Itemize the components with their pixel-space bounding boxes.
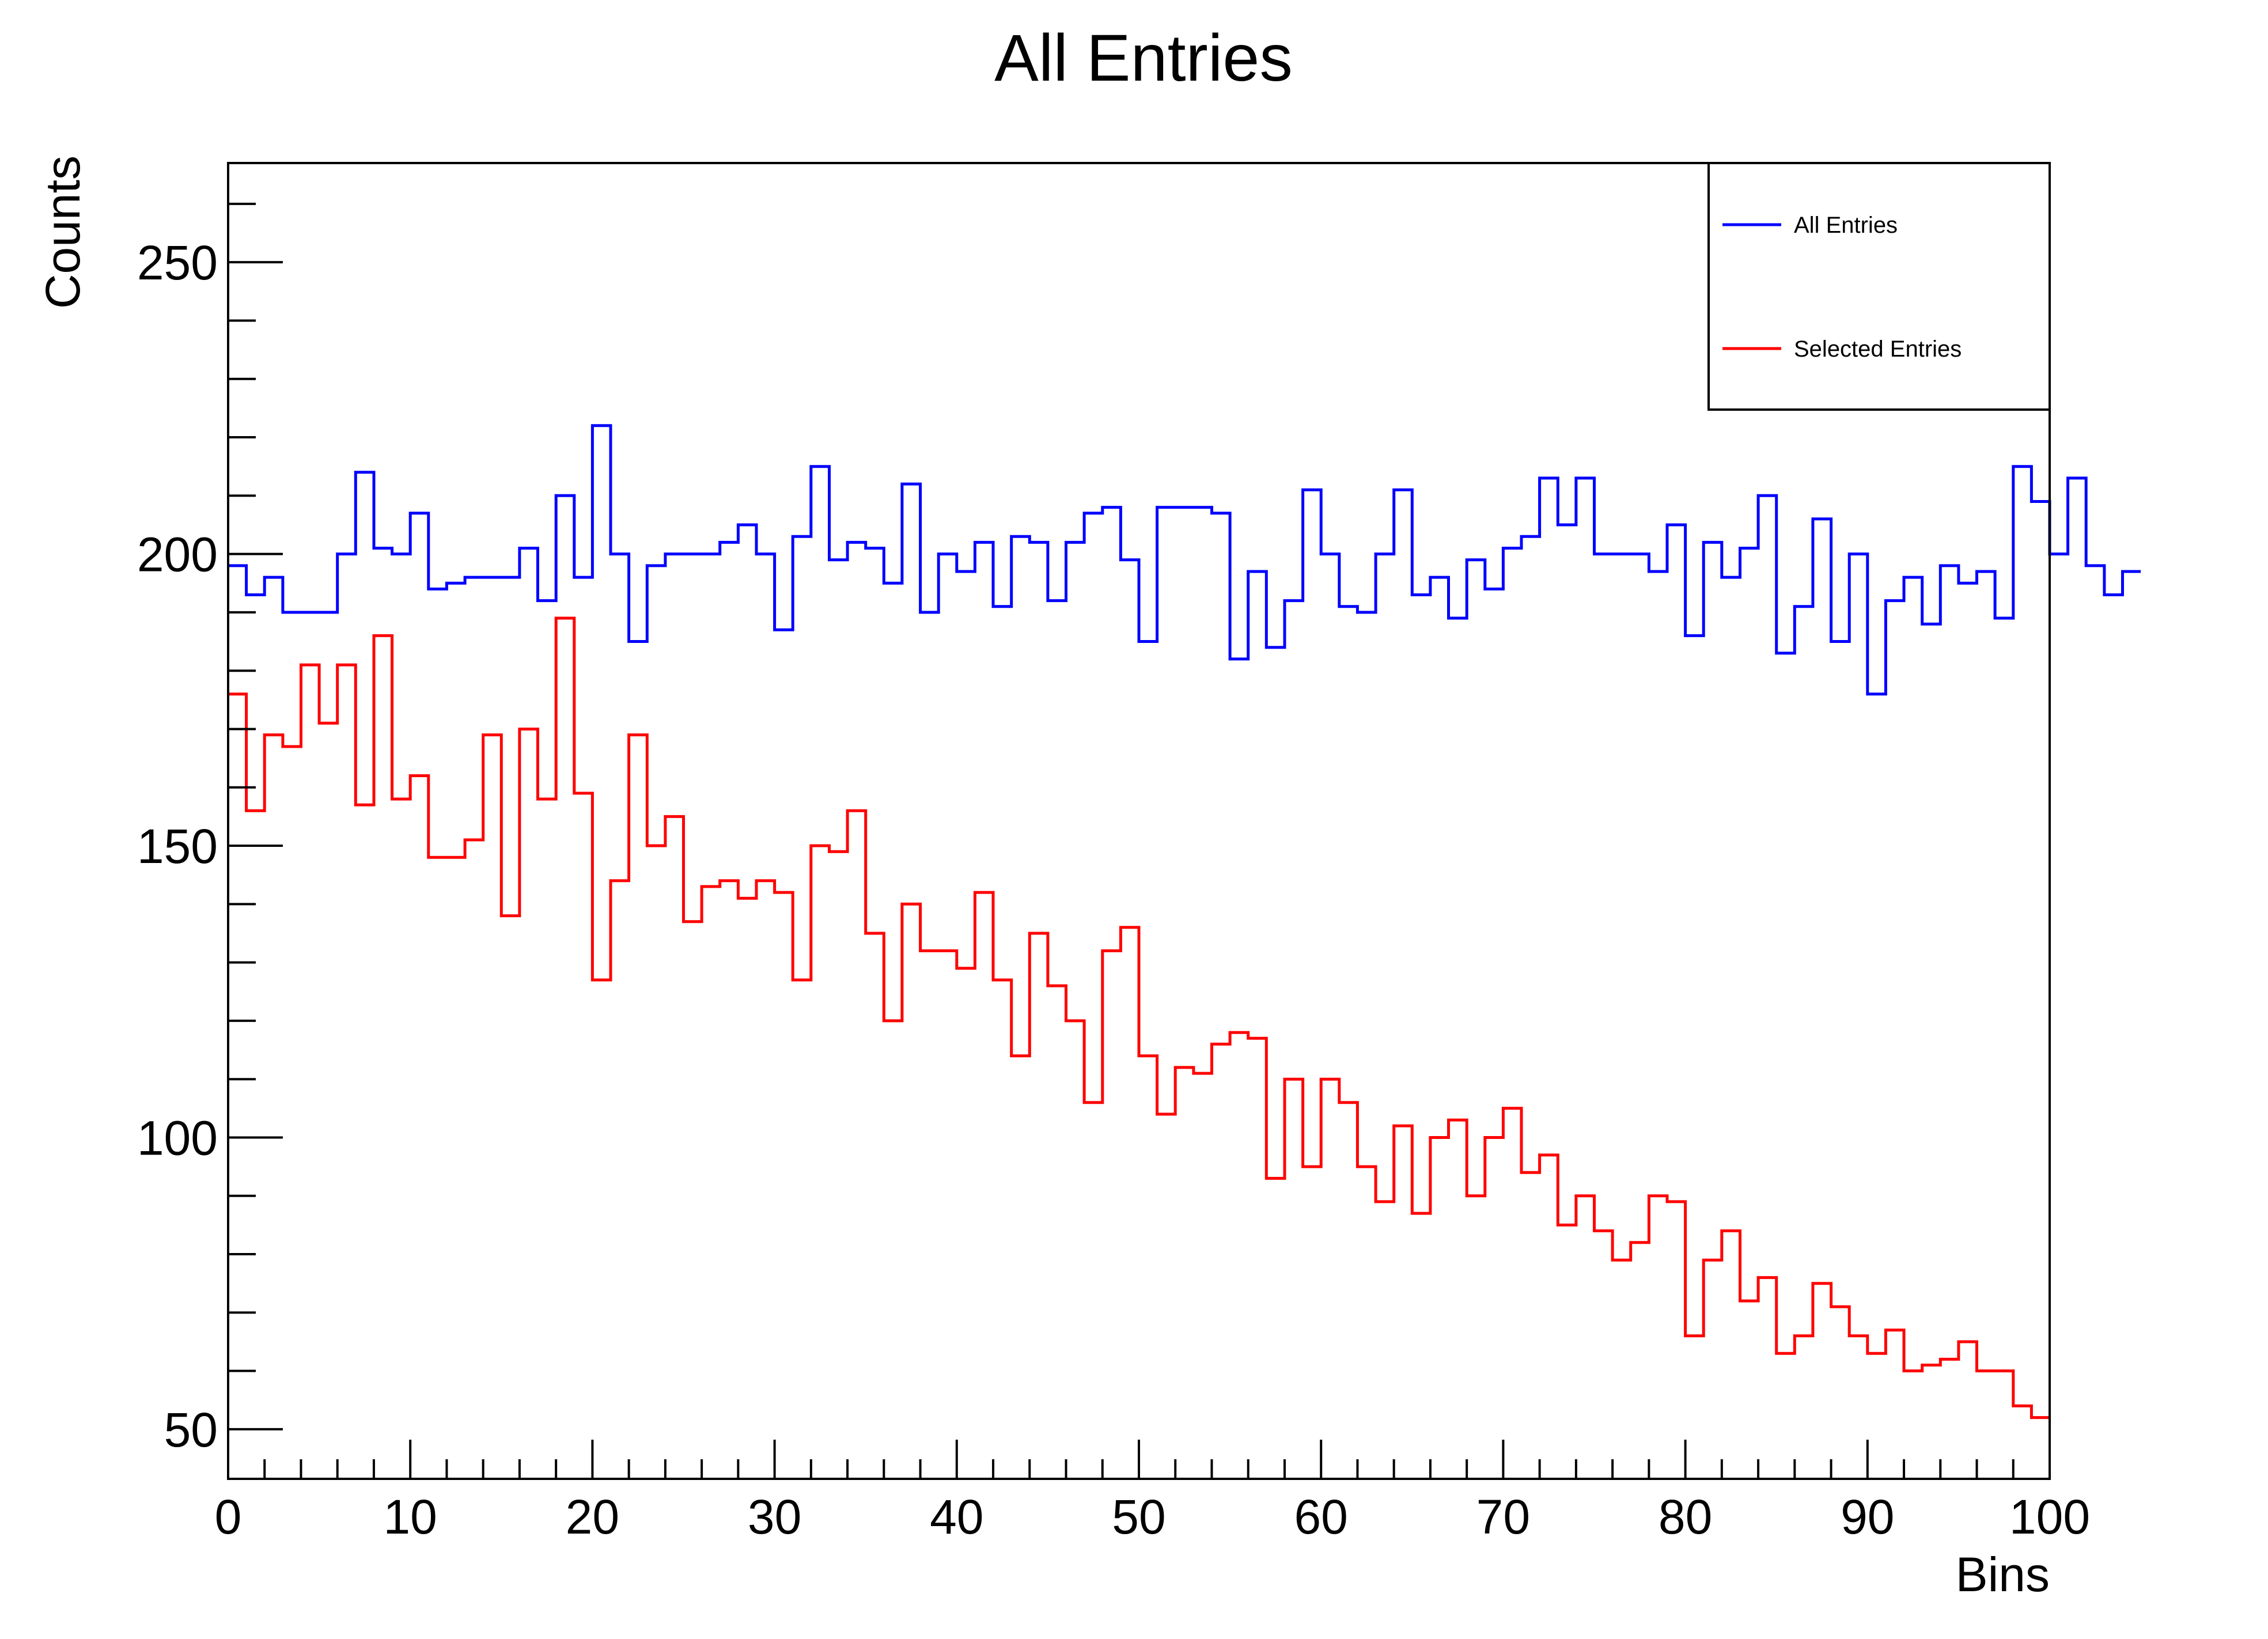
legend-box [1707,162,2051,411]
x-axis-title: Bins [1956,1547,2050,1602]
plot-area [228,424,2141,1420]
x-tick-label: 40 [930,1490,983,1544]
series-line-all-entries [228,424,2141,696]
legend-label: Selected Entries [1794,336,1962,362]
y-tick-label: 250 [137,236,218,290]
x-tick-label: 0 [215,1490,242,1544]
x-tick-label: 60 [1294,1490,1347,1544]
y-tick-label: 150 [137,819,218,873]
x-tick-label: 90 [1841,1490,1894,1544]
y-tick-label: 200 [137,528,218,582]
x-tick-label: 100 [2009,1490,2090,1544]
x-tick-label: 30 [748,1490,801,1544]
axes: 0 10 20 30 40 50 60 70 80 90 100 50 100 150 200 250 [137,162,2090,1544]
legend: All Entries Selected Entries [1707,162,2051,411]
legend-label: All Entries [1794,213,1898,238]
y-axis-title: Counts [36,156,90,309]
series-line-selected-entries [228,616,2050,1420]
x-tick-label: 70 [1476,1490,1530,1544]
x-tick-label: 10 [383,1490,437,1544]
y-tick-label: 100 [137,1111,218,1165]
chart-title: All Entries [994,21,1293,95]
y-tick-label: 50 [164,1403,218,1457]
x-tick-label: 50 [1112,1490,1165,1544]
x-tick-label: 20 [566,1490,619,1544]
x-tick-label: 80 [1659,1490,1712,1544]
